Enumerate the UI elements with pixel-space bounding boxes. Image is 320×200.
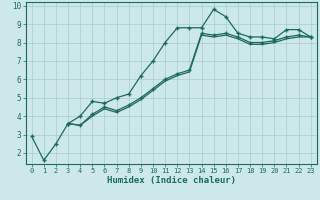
X-axis label: Humidex (Indice chaleur): Humidex (Indice chaleur): [107, 176, 236, 185]
